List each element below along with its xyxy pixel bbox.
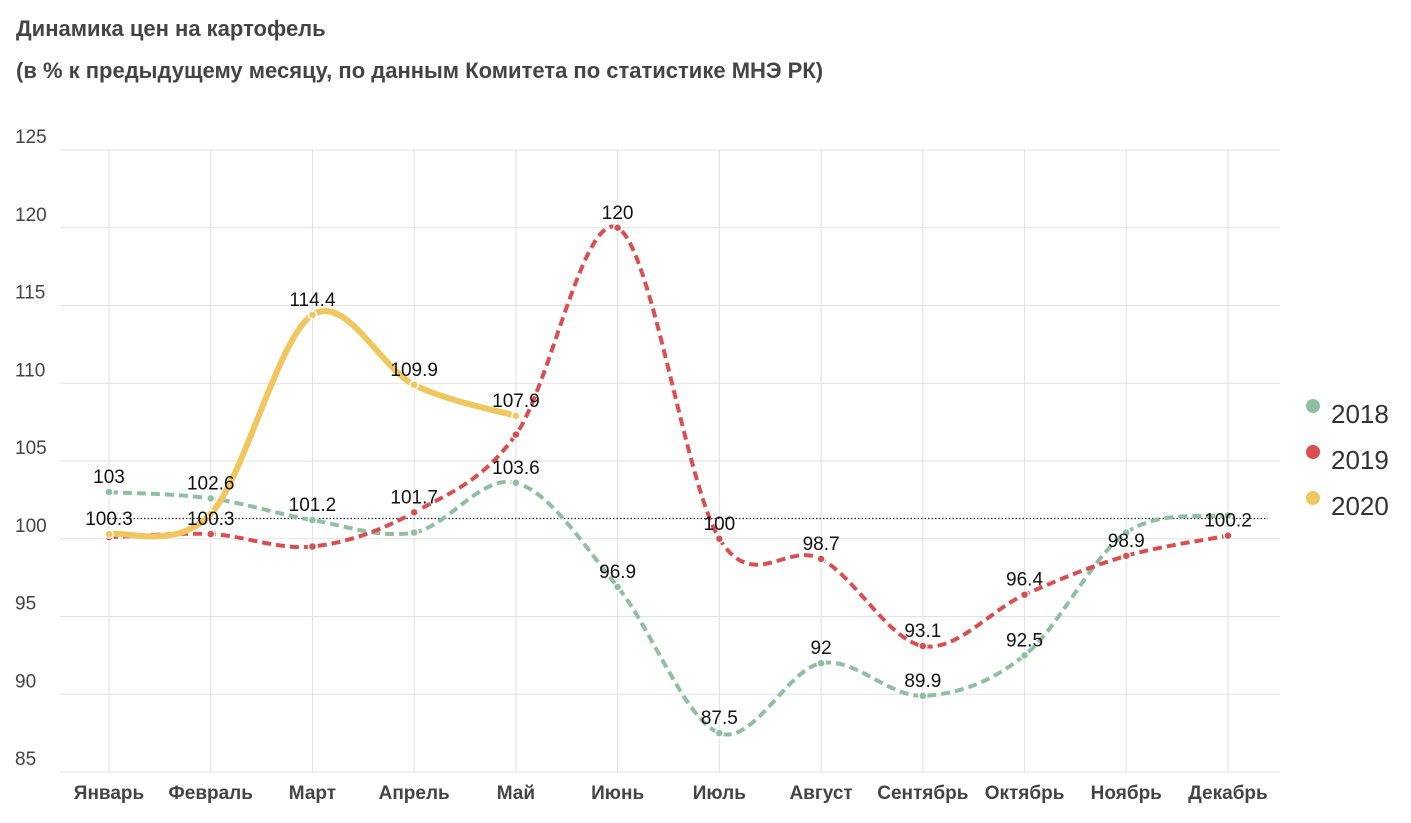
data-point — [612, 582, 623, 592]
series-line — [108, 224, 1229, 649]
legend-label: 2019 — [1331, 445, 1389, 475]
data-point — [205, 509, 216, 519]
x-tick-label: Ноябрь — [1091, 783, 1162, 804]
y-tick-label: 105 — [15, 438, 47, 459]
x-tick-label: Декабрь — [1188, 783, 1267, 804]
x-tick-label: Сентябрь — [877, 783, 968, 804]
data-label: 114.4 — [289, 290, 336, 311]
data-label: 107.9 — [492, 391, 540, 412]
data-point — [104, 487, 114, 497]
data-point — [714, 728, 725, 738]
y-tick-label: 95 — [15, 594, 36, 615]
data-label: 96.4 — [1006, 570, 1043, 591]
y-tick-label: 90 — [15, 671, 36, 692]
x-tick-label: Июнь — [591, 783, 644, 804]
x-tick-label: Январь — [74, 783, 144, 804]
chart-subtitle: (в % к предыдущему месяцу, по данным Ком… — [16, 58, 823, 83]
data-point — [918, 691, 928, 701]
y-tick-label: 120 — [15, 205, 47, 226]
data-point — [511, 478, 521, 488]
data-point — [104, 529, 114, 539]
series-line — [106, 308, 519, 540]
data-label: 92.5 — [1006, 630, 1043, 651]
data-point — [409, 380, 419, 390]
legend-label: 2020 — [1331, 491, 1389, 521]
data-point — [1121, 551, 1132, 561]
data-point — [816, 554, 826, 564]
data-label: 101.7 — [390, 487, 438, 508]
data-label: 103 — [93, 467, 125, 488]
data-point — [612, 223, 623, 233]
y-tick-label: 110 — [15, 360, 45, 381]
data-point — [1121, 527, 1132, 538]
data-label: 100 — [704, 514, 736, 535]
data-point — [409, 507, 419, 518]
x-tick-label: Август — [789, 783, 852, 804]
x-tick-label: Октябрь — [985, 783, 1065, 804]
data-label: 87.5 — [701, 708, 738, 729]
legend-label: 2018 — [1331, 399, 1389, 429]
y-tick-label: 115 — [15, 283, 45, 304]
data-label: 92 — [811, 638, 832, 659]
chart-title: Динамика цен на картофель — [16, 16, 326, 41]
legend-marker — [1306, 445, 1320, 459]
data-label: 101.2 — [289, 495, 337, 516]
data-label: 102.6 — [187, 473, 235, 494]
data-point — [409, 527, 419, 538]
x-tick-label: Февраль — [169, 783, 253, 804]
x-tick-label: Май — [497, 783, 535, 804]
data-point — [307, 310, 318, 320]
data-label: 120 — [602, 203, 634, 224]
data-label: 93.1 — [904, 621, 941, 642]
data-label: 100.3 — [187, 509, 235, 530]
data-point — [1223, 530, 1233, 541]
x-tick-label: Март — [289, 783, 336, 804]
x-tick-label: Апрель — [379, 783, 450, 804]
y-tick-label: 125 — [15, 127, 47, 148]
data-label: 103.6 — [492, 458, 540, 479]
data-label: 89.9 — [904, 671, 941, 692]
data-point — [511, 411, 521, 421]
series-line — [108, 479, 1229, 737]
x-tick-label: Июль — [693, 783, 746, 804]
data-point — [714, 534, 725, 544]
legend-marker — [1306, 399, 1320, 413]
data-point — [307, 515, 318, 525]
data-point — [816, 658, 826, 668]
data-point — [307, 541, 318, 552]
legend-marker — [1306, 491, 1320, 505]
data-point — [205, 529, 216, 539]
data-point — [1019, 650, 1030, 661]
data-point — [205, 493, 216, 504]
data-point — [1019, 589, 1030, 600]
data-label: 96.9 — [599, 562, 636, 583]
data-label: 98.7 — [803, 534, 840, 555]
data-label: 109.9 — [390, 360, 438, 381]
y-tick-label: 85 — [15, 749, 36, 770]
y-tick-label: 100 — [15, 516, 47, 537]
data-label: 100.2 — [1204, 511, 1252, 532]
data-label: 98.9 — [1108, 531, 1145, 552]
data-label: 100.3 — [85, 509, 133, 530]
data-point — [1223, 510, 1233, 521]
data-point — [918, 641, 928, 651]
data-point — [511, 429, 521, 440]
